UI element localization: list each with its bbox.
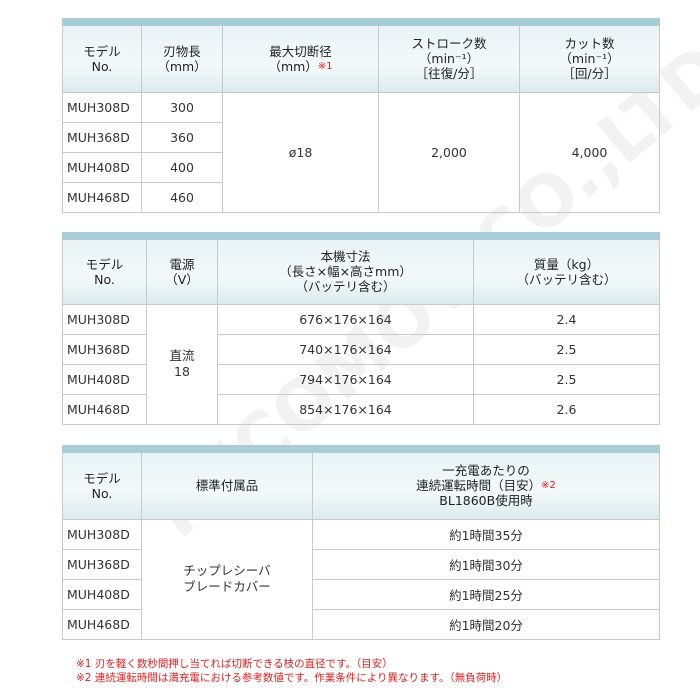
table-cell: 794×176×164	[217, 363, 474, 395]
table-cell: MUH408D	[62, 578, 142, 610]
header-run-time: 一充電あたりの 連続運転時間（目安）※2 BL1860B使用時	[312, 445, 660, 520]
table-cell: 460	[141, 181, 223, 213]
header-model: モデル No.	[62, 232, 147, 305]
table-row: MUH308D 直流 18 676×176×164 2.4	[62, 303, 660, 425]
table-cell: 直流 18	[146, 303, 218, 425]
table-cell: 4,000	[519, 91, 660, 213]
table-row: MUH408D 400	[62, 151, 660, 183]
table-row: モデル No. 標準付属品 一充電あたりの 連続運転時間（目安）※2 BL1860B使…	[62, 445, 660, 520]
table-cell: 740×176×164	[217, 333, 474, 365]
footnote-2: ※2 連続運転時間は満充電における参考数値です。作業条件により異なります。（無負…	[76, 672, 508, 684]
table-cell: 854×176×164	[217, 393, 474, 425]
table-row: MUH468D 854×176×164 2.6	[62, 393, 660, 425]
header-mass: 質量（kg） （バッテリ含む）	[473, 232, 660, 305]
header-max-cut: 最大切断径 （mm）※1	[222, 18, 379, 93]
table-cell: MUH468D	[62, 393, 147, 425]
table-cell: チップレシーバ ブレードカバー	[141, 518, 313, 640]
table-row: MUH368D 約1時間30分	[62, 548, 660, 580]
table-row: モデル No. 電源 （V） 本機寸法 （長さ×幅×高さmm） （バッテリ含む） 質量（…	[62, 232, 660, 305]
table-cell: MUH308D	[62, 518, 142, 550]
table-cell: MUH408D	[62, 151, 142, 183]
header-blade-length: 刃物長 （mm）	[141, 18, 223, 93]
table-cell: 2.4	[473, 303, 660, 335]
table-cell: MUH368D	[62, 333, 147, 365]
table-cell: MUH468D	[62, 608, 142, 640]
table-cell: 2.5	[473, 333, 660, 365]
table-cell: MUH308D	[62, 91, 142, 123]
table-cell: 400	[141, 151, 223, 183]
spec-table-2: モデル No. 電源 （V） 本機寸法 （長さ×幅×高さmm） （バッテリ含む） 質量（…	[62, 232, 660, 425]
spec-table-1: モデル No. 刃物長 （mm） 最大切断径 （mm）※1 ストローク数 （min⁻¹）…	[62, 18, 660, 213]
table-cell: 360	[141, 121, 223, 153]
table-cell: 300	[141, 91, 223, 123]
header-stroke: ストローク数 （min⁻¹） ［往復/分］	[378, 18, 520, 93]
footnote-1: ※1 刃を軽く数秒間押し当てれば切断できる枝の直径です。（目安）	[76, 658, 393, 670]
footnotes: ※1 刃を軽く数秒間押し当てれば切断できる枝の直径です。（目安） ※2 連続運転…	[76, 657, 507, 685]
table-cell: MUH468D	[62, 181, 142, 213]
table-cell: 676×176×164	[217, 303, 474, 335]
header-model: モデル No.	[62, 18, 142, 93]
table-cell: MUH408D	[62, 363, 147, 395]
table-cell: 約1時間20分	[312, 608, 660, 640]
table-row: MUH308D 300 ø18 2,000 4,000	[62, 91, 660, 213]
table-row: モデル No. 刃物長 （mm） 最大切断径 （mm）※1 ストローク数 （min⁻¹）…	[62, 18, 660, 93]
spec-table-3: モデル No. 標準付属品 一充電あたりの 連続運転時間（目安）※2 BL1860B使…	[62, 445, 660, 640]
table-cell: 約1時間25分	[312, 578, 660, 610]
table-row: MUH468D 460	[62, 181, 660, 213]
table-row: MUH368D 740×176×164 2.5	[62, 333, 660, 365]
table-cell: ø18	[222, 91, 379, 213]
table-cell: MUH368D	[62, 121, 142, 153]
table-row: MUH368D 360	[62, 121, 660, 153]
header-power: 電源 （V）	[146, 232, 218, 305]
header-dimensions: 本機寸法 （長さ×幅×高さmm） （バッテリ含む）	[217, 232, 474, 305]
table-cell: 2,000	[378, 91, 520, 213]
table-cell: 約1時間30分	[312, 548, 660, 580]
table-cell: 2.6	[473, 393, 660, 425]
table-cell: MUH308D	[62, 303, 147, 335]
table-row: MUH468D 約1時間20分	[62, 608, 660, 640]
table-row: MUH408D 794×176×164 2.5	[62, 363, 660, 395]
header-accessories: 標準付属品	[141, 445, 313, 520]
header-cuts: カット数 （min⁻¹） ［回/分］	[519, 18, 660, 93]
table-cell: MUH368D	[62, 548, 142, 580]
table-row: MUH308D チップレシーバ ブレードカバー 約1時間35分	[62, 518, 660, 640]
table-cell: 約1時間35分	[312, 518, 660, 550]
header-model: モデル No.	[62, 445, 142, 520]
table-cell: 2.5	[473, 363, 660, 395]
